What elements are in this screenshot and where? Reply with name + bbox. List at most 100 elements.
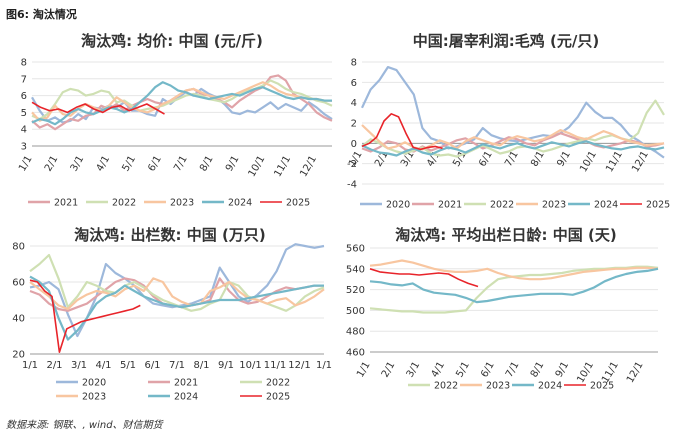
x-tick-label: 9/1 [224, 154, 242, 173]
chart-avg-price: 淘汰鸡: 均价: 中国 (元/斤) 3 4 5 6 7 8 1/1 2/1 3/1 4/1 5/1 6/… [17, 32, 333, 209]
legend-label: 2024 [174, 392, 198, 403]
x-tick-label: 4/1 [430, 360, 448, 379]
y-tick-label: 4 [21, 125, 27, 136]
x-tick-label: 8/1 [193, 360, 209, 371]
y-tick-label: 480 [346, 327, 365, 338]
series-line-2021 [31, 74, 333, 131]
legend-label: 2025 [286, 198, 310, 209]
legend-label: 2022 [266, 378, 290, 389]
chart-title: 淘汰鸡: 平均出栏日龄: 中国 (天) [394, 226, 616, 244]
legend-label: 2021 [174, 378, 198, 389]
x-tick-label: 10/1 [247, 154, 268, 179]
x-tick-label: 6/1 [144, 360, 160, 371]
x-tick-label: 7/1 [504, 360, 522, 379]
chart-title: 中国:屠宰利润:毛鸡 (元/只) [413, 32, 599, 50]
x-tick-label: 6/1 [479, 360, 497, 379]
legend-label: 2022 [434, 381, 458, 392]
x-tick-label: 1/1 [347, 149, 365, 168]
x-tick-label: 5/1 [454, 360, 472, 379]
x-tick-label: 11/1 [604, 149, 625, 174]
x-tick-label: 12/1 [630, 149, 651, 174]
series-line-2025 [361, 113, 443, 151]
series-line-2025 [29, 279, 141, 353]
chart-title: 淘汰鸡: 均价: 中国 (元/斤) [80, 32, 263, 50]
x-tick-label: 3/1 [71, 360, 87, 371]
legend-label: 2020 [82, 378, 106, 389]
legend-label: 2023 [486, 381, 510, 392]
y-tick-label: 60 [12, 278, 25, 289]
y-tick-label: 520 [346, 285, 365, 296]
x-tick-label: 8/1 [198, 154, 216, 173]
x-tick-label: 7/1 [169, 360, 185, 371]
legend-label: 2025 [590, 381, 614, 392]
chart-culling-age: 淘汰鸡: 平均出栏日龄: 中国 (天) 460 480 500 520 540 560 1/1… [346, 226, 659, 392]
x-tick-label: 11/1 [264, 360, 286, 371]
source-note: 数据来源: 钢联、, wind、财信期货 [6, 420, 163, 431]
legend-label: 2025 [646, 200, 670, 211]
x-tick-label: 6/1 [146, 154, 164, 173]
x-tick-label: 12/1 [298, 154, 319, 179]
x-tick-label: 9/1 [554, 360, 572, 379]
legend-label: 2025 [266, 392, 290, 403]
x-tick-label: 12/1 [625, 360, 646, 385]
series-line-2024 [369, 267, 659, 304]
x-tick-label: 1/1 [17, 154, 35, 173]
x-tick-label: 2/1 [43, 154, 61, 173]
legend-label: 2024 [594, 200, 618, 211]
x-tick-label: 7/1 [172, 154, 190, 173]
legend-label: 2022 [490, 200, 514, 211]
legend-label: 2021 [54, 198, 78, 209]
x-tick-label: 2/1 [46, 360, 62, 371]
x-tick-label: 12/1 [288, 360, 310, 371]
y-tick-label: 0 [351, 139, 357, 150]
x-tick-label: 5/1 [120, 360, 136, 371]
x-tick-label: 9/1 [218, 360, 234, 371]
y-tick-label: 4 [351, 98, 357, 109]
series-line-2023 [369, 259, 659, 281]
legend-label: 2020 [386, 200, 410, 211]
series-line-2024 [361, 140, 665, 157]
series-line-2023 [29, 277, 325, 311]
y-tick-label: 540 [346, 264, 365, 275]
y-tick-label: 2 [351, 119, 357, 130]
y-tick-label: -2 [347, 159, 357, 170]
legend-label: 2024 [228, 198, 252, 209]
y-tick-label: 8 [21, 58, 27, 69]
x-tick-label: 2/1 [380, 360, 398, 379]
y-tick-label: 20 [12, 350, 25, 361]
y-tick-label: 560 [346, 244, 365, 255]
x-tick-label: 4/1 [95, 360, 111, 371]
chart-panel-avg-price: 淘汰鸡: 均价: 中国 (元/斤) 3 4 5 6 7 8 1/1 2/1 3/1 4/1 5/1 6/… [0, 28, 340, 218]
y-tick-label: 5 [21, 108, 27, 119]
y-tick-label: 460 [346, 348, 365, 359]
x-tick-label: 8/1 [529, 360, 547, 379]
series-line-2024 [31, 81, 332, 126]
chart-panel-culling-count: 淘汰鸡: 出栏数: 中国 (万只) 20 40 60 80 1/1 2/1 3/1 4/1 5/1… [0, 222, 340, 412]
series-line-2024 [29, 275, 324, 341]
figure-title: 图6: 淘汰情况 [6, 8, 77, 21]
y-tick-label: 500 [346, 306, 365, 317]
legend-label: 2021 [438, 200, 462, 211]
y-tick-label: 80 [12, 242, 25, 253]
x-tick-label: 9/1 [555, 149, 573, 168]
y-tick-label: 7 [21, 74, 27, 85]
legend-label: 2023 [542, 200, 566, 211]
series-line-2020 [31, 87, 333, 124]
x-tick-label: 10/1 [578, 149, 599, 174]
series-line-2020 [361, 65, 665, 159]
x-tick-label: 1/1 [316, 360, 332, 371]
x-tick-label: 11/1 [272, 154, 293, 179]
legend-label: 2023 [170, 198, 194, 209]
series-line-2025 [369, 268, 479, 288]
x-tick-label: 6/1 [477, 149, 495, 168]
x-tick-label: 1/1 [22, 360, 38, 371]
chart-panel-culling-age: 淘汰鸡: 平均出栏日龄: 中国 (天) 460 480 500 520 540 560 1/1… [338, 222, 674, 412]
y-tick-label: -4 [347, 180, 357, 191]
series-line-2023 [31, 81, 332, 122]
x-tick-label: 3/1 [69, 154, 87, 173]
x-tick-label: 1/1 [355, 360, 373, 379]
y-tick-label: 40 [12, 314, 25, 325]
chart-culling-count: 淘汰鸡: 出栏数: 中国 (万只) 20 40 60 80 1/1 2/1 3/1 4/1 5/1… [12, 226, 332, 403]
y-tick-label: 6 [351, 78, 357, 89]
